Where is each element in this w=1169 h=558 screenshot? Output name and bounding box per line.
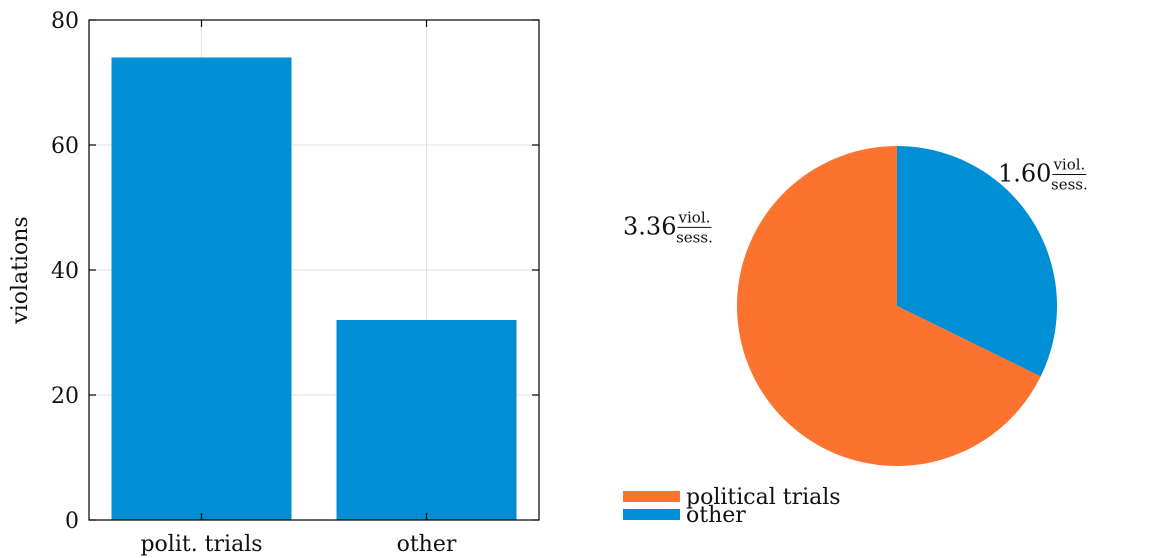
bar-other: [336, 320, 517, 520]
pie-slice-label: 1.60 viol. sess.: [998, 156, 1088, 194]
unit-denominator: sess.: [1051, 176, 1088, 194]
unit-denominator: sess.: [676, 228, 713, 246]
pie-slice-political-trials: [737, 146, 1041, 466]
y-tick-label: 60: [51, 134, 79, 159]
pie-slice-labels: 1.60 viol.sess.3.36 viol.sess.: [623, 156, 1088, 247]
legend-swatch-political-trials: [623, 491, 680, 502]
pie-slice-label: 3.36 viol. sess.: [623, 208, 713, 246]
y-tick-label: 0: [65, 509, 79, 534]
unit-numerator: viol.: [678, 208, 711, 226]
x-tick-label: polit. trials: [140, 532, 262, 557]
unit-numerator: viol.: [1052, 156, 1085, 174]
legend-label: other: [686, 503, 746, 528]
y-tick-label: 20: [51, 384, 79, 409]
bar-polit-trials: [111, 57, 292, 520]
y-tick-label: 40: [51, 259, 79, 284]
y-axis-label: violations: [8, 216, 33, 324]
bar-axis-ticks: 0 20 40 60 80 polit. trials other: [51, 9, 539, 557]
bar-series: [111, 57, 517, 520]
pie-chart: 1.60 viol.sess.3.36 viol.sess. political t…: [623, 146, 1088, 528]
bar-chart: 0 20 40 60 80 polit. trials other violations: [8, 9, 540, 557]
pie-slices: [737, 146, 1057, 466]
pie-slice-other: [897, 146, 1057, 377]
legend-label: political trials: [686, 485, 841, 510]
legend-swatch-other: [623, 509, 680, 520]
pie-slice-value: 1.60: [998, 160, 1051, 188]
pie-slice-value: 3.36: [623, 212, 676, 240]
y-tick-label: 80: [51, 9, 79, 34]
x-tick-label: other: [397, 532, 457, 557]
